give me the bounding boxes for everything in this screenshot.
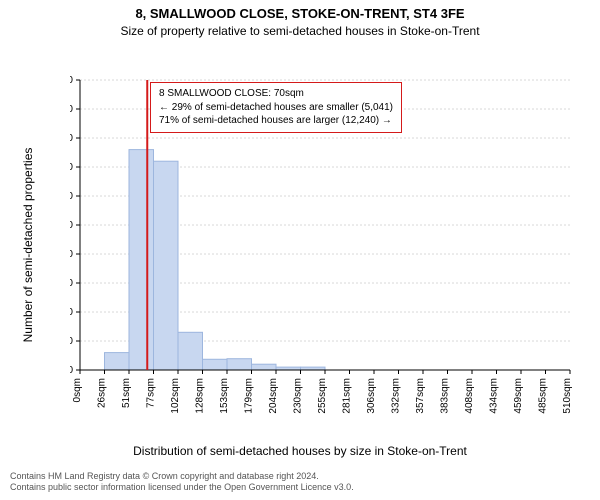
- x-tick-label: 510sqm: [562, 378, 573, 414]
- x-tick-label: 230sqm: [293, 378, 304, 414]
- x-tick-label: 26sqm: [97, 378, 108, 408]
- x-tick-label: 281sqm: [342, 378, 353, 414]
- chart-subtitle: Size of property relative to semi-detach…: [0, 24, 600, 38]
- y-tick-label: 9000: [70, 104, 73, 115]
- copyright-notice: Contains HM Land Registry data © Crown c…: [10, 471, 354, 494]
- y-tick-label: 1000: [70, 336, 73, 347]
- x-tick-label: 77sqm: [146, 378, 157, 408]
- x-tick-label: 485sqm: [538, 378, 549, 414]
- y-tick-label: 2000: [70, 307, 73, 318]
- annotation-box: 8 SMALLWOOD CLOSE: 70sqm← 29% of semi-de…: [150, 82, 402, 133]
- histogram-bar: [203, 359, 228, 370]
- y-tick-label: 7000: [70, 162, 73, 173]
- y-tick-label: 8000: [70, 133, 73, 144]
- x-tick-label: 102sqm: [170, 378, 181, 414]
- histogram-bar: [154, 161, 179, 370]
- y-tick-label: 10000: [70, 75, 73, 86]
- y-tick-label: 3000: [70, 278, 73, 289]
- annotation-line-3: 71% of semi-detached houses are larger (…: [159, 114, 393, 128]
- chart-title: 8, SMALLWOOD CLOSE, STOKE-ON-TRENT, ST4 …: [0, 6, 600, 21]
- histogram-bar: [227, 359, 252, 370]
- annotation-line-2: ← 29% of semi-detached houses are smalle…: [159, 101, 393, 115]
- histogram-bar: [129, 150, 154, 370]
- y-axis-label: Number of semi-detached properties: [21, 125, 35, 365]
- x-tick-label: 459sqm: [513, 378, 524, 414]
- annotation-line-1: 8 SMALLWOOD CLOSE: 70sqm: [159, 87, 393, 101]
- y-tick-label: 6000: [70, 191, 73, 202]
- x-tick-label: 357sqm: [415, 378, 426, 414]
- x-tick-label: 306sqm: [366, 378, 377, 414]
- x-axis-label: Distribution of semi-detached houses by …: [0, 444, 600, 458]
- x-tick-label: 153sqm: [219, 378, 230, 414]
- x-tick-label: 255sqm: [317, 378, 328, 414]
- histogram-bar: [178, 332, 203, 370]
- y-tick-label: 4000: [70, 249, 73, 260]
- x-tick-label: 0sqm: [72, 378, 83, 402]
- x-tick-label: 434sqm: [489, 378, 500, 414]
- x-tick-label: 179sqm: [244, 378, 255, 414]
- x-tick-label: 383sqm: [440, 378, 451, 414]
- chart-container: 8, SMALLWOOD CLOSE, STOKE-ON-TRENT, ST4 …: [0, 0, 600, 500]
- x-tick-label: 408sqm: [464, 378, 475, 414]
- y-tick-label: 0: [70, 365, 73, 376]
- x-tick-label: 332sqm: [391, 378, 402, 414]
- copyright-line-2: Contains public sector information licen…: [10, 482, 354, 494]
- y-tick-label: 5000: [70, 220, 73, 231]
- copyright-line-1: Contains HM Land Registry data © Crown c…: [10, 471, 354, 483]
- histogram-bar: [105, 353, 130, 370]
- x-tick-label: 51sqm: [121, 378, 132, 408]
- x-tick-label: 204sqm: [268, 378, 279, 414]
- x-tick-label: 128sqm: [195, 378, 206, 414]
- histogram-bar: [252, 364, 277, 370]
